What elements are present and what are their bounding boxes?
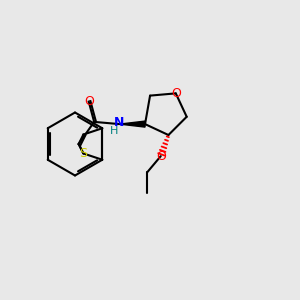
Polygon shape bbox=[119, 121, 145, 127]
Text: S: S bbox=[80, 147, 87, 160]
Text: O: O bbox=[84, 95, 94, 108]
Text: O: O bbox=[171, 87, 181, 100]
Text: N: N bbox=[114, 116, 125, 129]
Text: H: H bbox=[110, 126, 118, 136]
Text: O: O bbox=[156, 150, 166, 163]
